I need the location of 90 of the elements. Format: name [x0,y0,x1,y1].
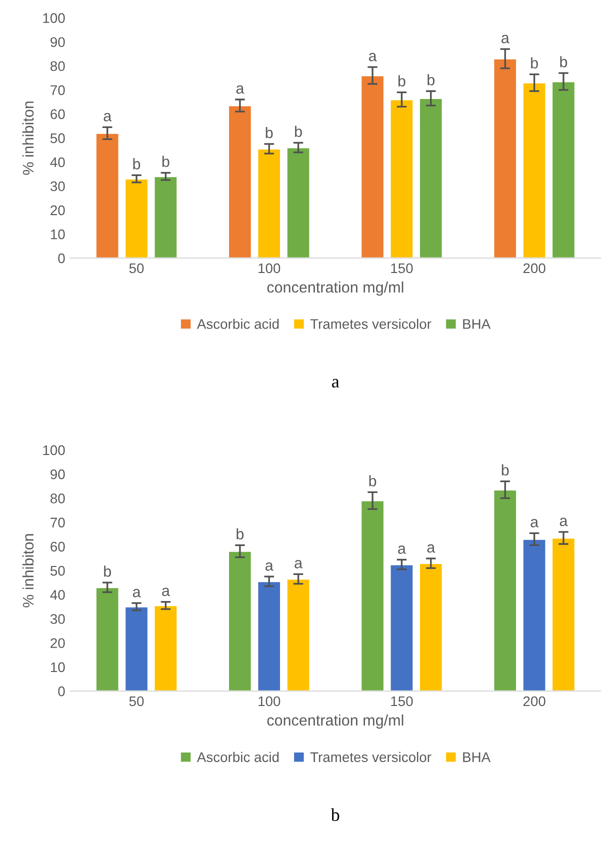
bar [153,176,178,258]
legend-label: BHA [463,752,491,762]
bar [492,489,518,692]
y-tick-label: 90 [50,469,65,480]
y-tick-label: 30 [50,614,65,624]
data-label: a [294,560,303,568]
x-tick-label: 150 [391,696,413,706]
data-label: b [133,158,140,170]
bar [551,80,576,258]
x-tick-label: 100 [258,696,280,706]
y-tick-label: 90 [50,37,65,48]
data-label: a [132,588,141,598]
x-tick-label: 100 [258,263,280,274]
bar [286,146,311,258]
data-label: b [560,56,568,68]
bar [418,98,444,258]
y-tick-label: 60 [50,109,65,120]
data-label: b [398,75,406,87]
y-tick-label: 40 [50,157,65,168]
x-axis-title: concentration mg/ml [267,281,404,296]
bar [153,604,178,692]
y-tick-label: 70 [50,85,65,96]
bar [256,580,282,692]
data-label: b [502,464,509,476]
data-label: a [502,34,510,44]
data-label: b [531,57,538,68]
data-label: a [560,518,568,526]
legend-label: Trametes versicolor [310,318,432,329]
bar [360,74,385,258]
data-label: a [398,546,406,554]
x-tick-label: 200 [523,696,546,706]
x-tick-label: 50 [129,263,144,274]
legend-label: Ascorbic acid [196,752,279,762]
data-label: a [236,85,244,94]
bar [95,132,120,258]
y-tick-label: 40 [50,590,65,600]
bar [418,562,444,692]
data-label: b [266,126,273,138]
x-tick-label: 150 [391,263,413,274]
y-tick-label: 0 [58,686,65,696]
data-label: b [428,74,434,86]
data-label: a [104,112,112,122]
y-axis-title: % inhibiton [22,534,34,608]
data-label: a [162,588,170,596]
legend-label: Trametes versicolor [310,752,432,762]
data-label: b [162,156,170,168]
bar [286,578,311,692]
y-tick-label: 10 [50,229,65,240]
y-tick-label: 30 [50,181,65,192]
bar [124,606,149,692]
y-tick-label: 80 [50,494,65,504]
bar [256,148,282,258]
x-axis-title: concentration mg/ml [267,714,404,729]
bar [551,537,576,692]
bar [228,104,252,258]
bar [124,178,149,258]
y-tick-label: 10 [50,662,65,672]
y-tick-label: 60 [50,542,65,552]
data-label: a [266,562,274,571]
y-tick-label: 100 [43,445,65,456]
y-tick-label: 20 [50,205,65,216]
bar [389,98,414,258]
legend-label: Ascorbic acid [196,318,279,329]
y-tick-label: 50 [50,133,65,144]
bar [522,538,547,692]
data-label: b [236,528,244,540]
y-tick-label: 50 [50,566,65,576]
data-label: a [427,544,436,553]
bar [522,82,547,258]
y-tick-label: 70 [50,518,65,528]
bar [95,586,120,692]
text: a [332,378,340,388]
y-tick-label: 80 [50,61,65,72]
data-label: b [104,566,111,577]
legend-label: BHA [463,319,491,329]
data-label: b [295,126,302,137]
y-tick-label: 20 [50,638,65,648]
x-tick-label: 200 [523,263,546,274]
data-label: b [369,475,376,486]
bar [360,500,385,692]
text: b [330,808,340,821]
y-tick-label: 100 [43,13,65,23]
y-axis-title: % inhibiton [22,102,34,175]
bar [389,564,414,692]
y-tick-label: 0 [58,253,65,264]
data-label: a [530,518,539,528]
bar [492,58,518,258]
bar [228,550,252,692]
data-label: a [368,52,377,62]
x-tick-label: 50 [129,696,144,706]
